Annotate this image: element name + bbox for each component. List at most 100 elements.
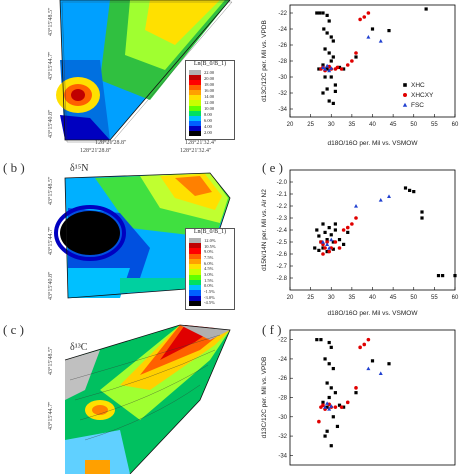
colorbar-mid-swatch	[189, 258, 201, 265]
data-point-xhcxy	[354, 386, 358, 390]
data-point-xhc	[325, 238, 329, 242]
data-point-xhcxy	[350, 222, 354, 226]
x-tick-label: 40	[369, 295, 376, 301]
data-point-xhc	[331, 55, 335, 59]
x-tick-label: 50	[410, 122, 417, 128]
x-tick-label: 35	[349, 295, 356, 301]
data-point-xhc	[331, 39, 335, 43]
data-point-xhc	[317, 67, 321, 71]
y-tick-label: -2.8	[277, 276, 288, 282]
x-tick-label: 40	[369, 122, 376, 128]
data-point-xhc	[436, 274, 441, 278]
data-point-xhcxy	[341, 228, 346, 232]
panel-label-b: ( b )	[3, 160, 25, 175]
legend-marker	[402, 102, 408, 107]
data-point-xhcxy	[345, 225, 350, 230]
colorbar-top-swatch	[189, 75, 201, 81]
isotope-label-c: δ¹³C	[70, 342, 88, 353]
data-point-xhc	[325, 87, 329, 91]
coord-top-lat3: 43°15'40.8"	[48, 109, 54, 138]
data-point-fsc	[323, 67, 328, 71]
y-tick-label: -24	[278, 27, 287, 33]
colorbar-mid-swatch	[189, 248, 201, 255]
data-point-fsc	[321, 240, 325, 244]
coord-top-lon2: 128°21'32.4"	[185, 140, 217, 146]
data-point-xhc	[323, 357, 327, 361]
data-point-fsc	[329, 66, 334, 70]
colorbar-top-tick-label: 4.00	[204, 124, 212, 129]
colorbar-top-tick-label: 10.00	[204, 106, 215, 111]
data-point-fsc	[325, 242, 330, 246]
y-tick-label: -32	[278, 434, 287, 440]
y-axis-label: d13C/12C per. Mil vs. VPDB	[261, 20, 268, 102]
data-point-xhc	[453, 274, 457, 278]
data-point-xhc	[327, 51, 331, 55]
data-point-xhc	[321, 222, 325, 226]
data-point-fsc	[323, 405, 328, 409]
plot-frame	[289, 329, 456, 466]
data-point-xhc	[321, 246, 325, 250]
colorbar-mid-tick-label: 9.0%	[204, 249, 214, 255]
legend-label: XHC	[411, 82, 425, 89]
data-point-xhc	[342, 405, 346, 409]
data-point-xhc	[408, 188, 412, 192]
data-point-xhc	[342, 67, 346, 71]
colorbar-top-swatch	[189, 80, 201, 86]
colorbar-mid-tick-label: 6.0%	[204, 260, 214, 266]
data-point-xhc	[342, 242, 346, 246]
x-tick-label: 25	[307, 122, 314, 128]
data-point-xhc	[325, 429, 329, 433]
data-point-xhc	[333, 89, 337, 93]
y-tick-label: -30	[278, 75, 287, 81]
data-point-xhcxy	[366, 11, 371, 15]
x-tick-label: 60	[452, 122, 459, 128]
data-point-xhc	[333, 228, 337, 232]
data-point-xhcxy	[345, 63, 350, 67]
x-tick-label: 20	[287, 295, 294, 301]
data-point-xhc	[403, 186, 408, 190]
data-point-xhc	[441, 274, 445, 278]
colorbar-mid-tick-label: 7.5%	[204, 254, 214, 260]
colorbar-mid-swatch	[189, 295, 201, 302]
data-point-xhc	[319, 338, 323, 342]
x-tick-label: 45	[390, 295, 397, 301]
data-point-xhcxy	[354, 51, 358, 55]
data-point-xhc	[323, 47, 327, 51]
data-point-xhc	[325, 13, 329, 17]
colorbar-mid-tick-label: 1.5%	[204, 277, 214, 283]
data-point-fsc	[327, 246, 332, 250]
data-point-xhc	[333, 83, 337, 87]
data-point-xhcxy	[335, 65, 340, 70]
x-tick-label: 50	[410, 295, 417, 301]
data-point-xhc	[327, 340, 331, 345]
data-point-fsc	[378, 39, 383, 43]
x-tick-label: 25	[307, 295, 314, 301]
colorbar-top-tick-label: 20.00	[204, 76, 215, 81]
y-tick-label: -22	[278, 11, 287, 17]
colorbar-mid-swatch	[189, 269, 201, 276]
x-tick-label: 20	[287, 122, 294, 128]
data-point-xhc	[387, 362, 391, 366]
data-point-xhc	[327, 99, 331, 103]
x-tick-label: 45	[390, 122, 397, 128]
x-tick-label: 55	[431, 295, 438, 301]
data-point-xhcxy	[327, 64, 331, 69]
colorbar-mid-swatch	[189, 243, 201, 249]
data-point-xhcxy	[339, 67, 344, 71]
colorbar-top-tick-label: 14.00	[204, 94, 215, 99]
data-point-xhc	[315, 11, 319, 15]
colorbar-mid-swatch	[189, 300, 201, 307]
legend-marker	[403, 93, 407, 97]
y-tick-label: -34	[278, 107, 287, 113]
colorbar-top-tick-label: 22.00	[204, 70, 215, 75]
coord-mid-lat2: 43°15'44.7"	[48, 226, 54, 255]
colorbar-top-title: Ln(B_0/B_1)	[193, 61, 227, 67]
data-point-xhc	[325, 31, 329, 35]
data-point-fsc	[321, 65, 325, 69]
plot-frame	[289, 169, 456, 291]
data-point-xhc	[329, 59, 333, 63]
data-point-xhc	[337, 65, 342, 69]
data-point-xhc	[331, 101, 335, 105]
coord-bot-lat1: 43°15'48.5"	[48, 346, 54, 375]
data-point-xhc	[327, 395, 331, 400]
